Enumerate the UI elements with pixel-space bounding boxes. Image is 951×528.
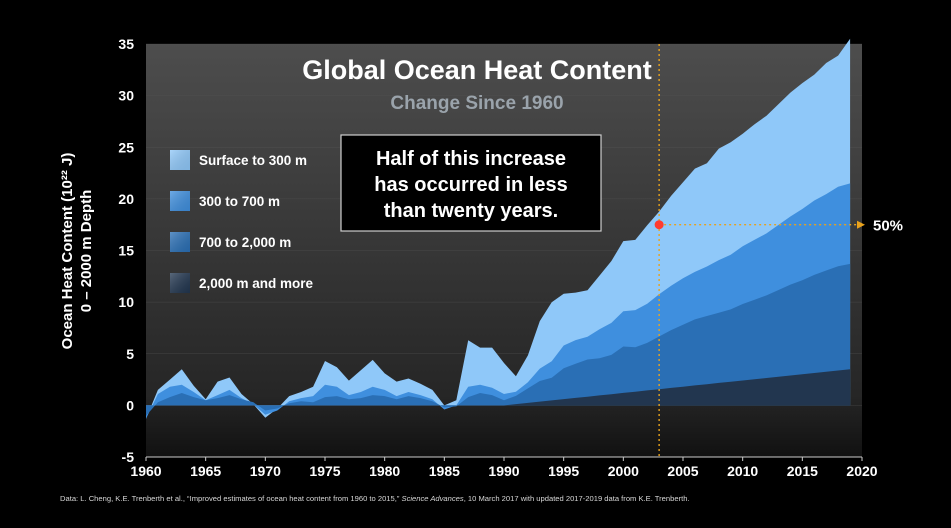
legend-label-surface-to-300-m: Surface to 300 m <box>199 153 307 168</box>
y-axis-title: Ocean Heat Content (10²² J) 0 – 2000 m D… <box>59 153 95 350</box>
y-tick-label-3: 10 <box>118 294 134 310</box>
axes: -5 0 5 10 15 20 25 30 35 1960 1965 1970 1975 1980 1985… <box>118 36 877 479</box>
x-tick-label-5: 1985 <box>429 463 460 479</box>
half-marker: 50% <box>654 44 903 457</box>
annotation-frame <box>340 134 602 232</box>
source-note-journal: Science Advances <box>402 494 464 503</box>
legend-label-300-to-700-m: 300 to 700 m <box>199 194 280 209</box>
chart-subtitle: Change Since 1960 <box>390 93 563 114</box>
x-tick-label-9: 2005 <box>667 463 698 479</box>
source-note-pre: Data: L. Cheng, K.E. Trenberth et al., “… <box>60 494 402 503</box>
legend-swatch-shine-surface-to-300-m <box>170 150 190 170</box>
annotation-line-1: Half of this increase <box>376 148 566 170</box>
y-tick-label-5: 20 <box>118 191 134 207</box>
y-tick-label-0: -5 <box>122 449 135 465</box>
marker-label: 50% <box>873 218 903 235</box>
y-tick-label-2: 5 <box>126 346 134 362</box>
x-tick-label-11: 2015 <box>787 463 818 479</box>
stacked-areas <box>146 38 851 419</box>
chart-title-group: Global Ocean Heat Content Change Since 1… <box>302 55 652 114</box>
source-note: Data: L. Cheng, K.E. Trenberth et al., “… <box>60 494 690 503</box>
annotation-line-3: than twenty years. <box>384 200 559 222</box>
chart-title: Global Ocean Heat Content <box>302 55 652 85</box>
y-tick-label-8: 35 <box>118 36 134 52</box>
x-tick-label-8: 2000 <box>608 463 639 479</box>
y-tick-label-6: 25 <box>118 139 134 155</box>
source-note-post: , 10 March 2017 with updated 2017-2019 d… <box>464 494 690 503</box>
marker-dot <box>654 220 664 230</box>
legend: Surface to 300 m 300 to 700 m 700 to 2,000… <box>170 150 314 293</box>
y-tick-label-4: 15 <box>118 243 134 259</box>
x-tick-label-6: 1990 <box>488 463 519 479</box>
x-tick-label-0: 1960 <box>130 463 161 479</box>
x-tick-label-3: 1975 <box>309 463 340 479</box>
annotation-box: Half of this increase has occurred in le… <box>340 134 602 232</box>
y-axis-label: Ocean Heat Content (10²² J) <box>59 153 76 350</box>
x-tick-label-4: 1980 <box>369 463 400 479</box>
area-700-to-2-000-m <box>146 263 851 416</box>
marker-arrowhead <box>857 220 865 229</box>
legend-label-700-to-2-000-m: 700 to 2,000 m <box>199 235 291 250</box>
y-axis-label-2: 0 – 2000 m Depth <box>78 190 95 313</box>
x-tick-label-10: 2010 <box>727 463 758 479</box>
legend-swatch-shine-300-to-700-m <box>170 191 190 211</box>
legend-swatch-shine-2-000-m-and-more <box>170 273 190 293</box>
x-tick-label-2: 1970 <box>250 463 281 479</box>
x-tick-label-12: 2020 <box>846 463 877 479</box>
y-tick-label-1: 0 <box>126 397 134 413</box>
annotation-line-2: has occurred in less <box>374 174 567 196</box>
legend-label-2-000-m-and-more: 2,000 m and more <box>199 276 314 291</box>
y-tick-label-7: 30 <box>118 88 134 104</box>
area-2-000-m-and-more <box>146 369 851 406</box>
x-tick-label-1: 1965 <box>190 463 221 479</box>
legend-swatch-shine-700-to-2-000-m <box>170 232 190 252</box>
x-tick-label-7: 1995 <box>548 463 579 479</box>
